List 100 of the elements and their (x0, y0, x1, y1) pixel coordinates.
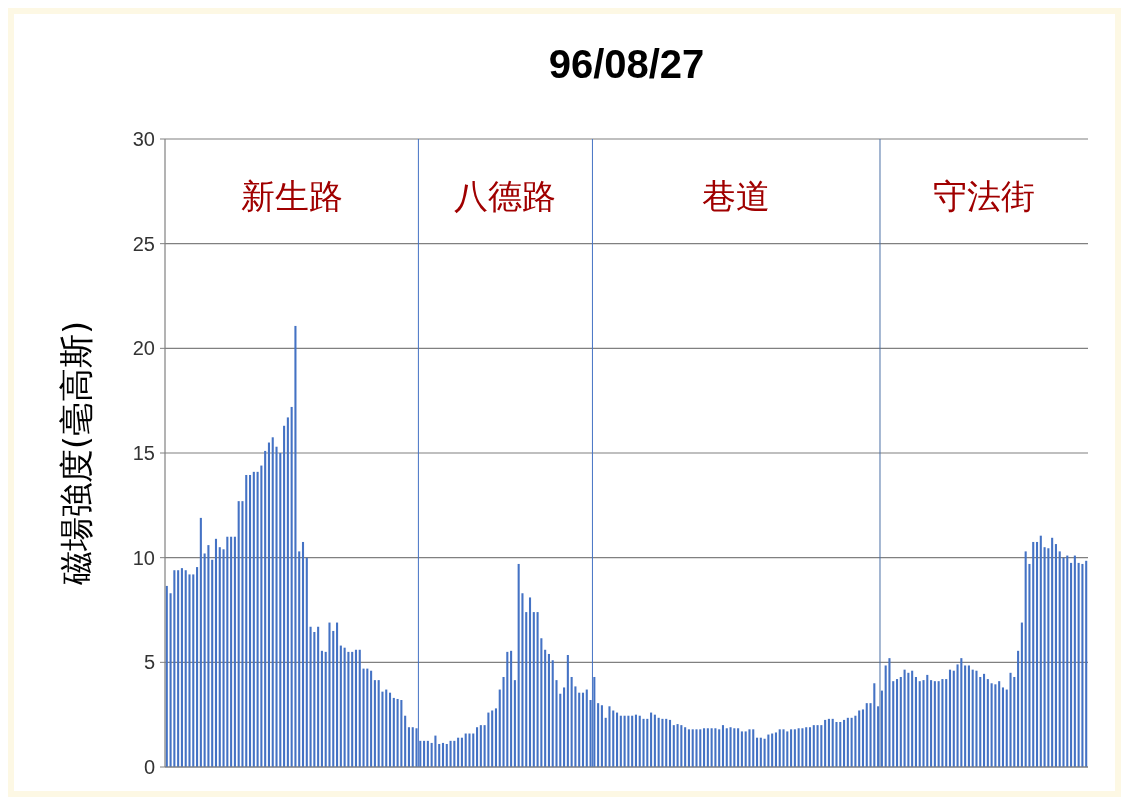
bar (385, 689, 388, 767)
bar (476, 727, 479, 767)
bar (695, 729, 698, 767)
bar (926, 674, 929, 767)
bar (808, 727, 812, 767)
bar (657, 717, 660, 767)
bar (301, 541, 305, 767)
bar (449, 740, 452, 767)
bar (400, 700, 403, 767)
bar (714, 728, 717, 767)
bar (196, 567, 199, 767)
bar (237, 501, 240, 767)
bar (986, 679, 989, 767)
bar (1032, 541, 1035, 767)
bar (858, 710, 861, 767)
bar (1039, 535, 1042, 767)
bar (438, 743, 441, 767)
bar (407, 727, 410, 767)
bar (536, 612, 539, 767)
bar (990, 683, 993, 767)
bar (180, 568, 183, 767)
bar (964, 665, 967, 767)
bar (653, 714, 656, 767)
bar (468, 733, 471, 767)
bar (721, 725, 725, 767)
bar (774, 732, 777, 767)
bar (839, 721, 842, 767)
bar (388, 692, 392, 767)
bar (351, 651, 354, 767)
bar (824, 719, 827, 767)
bar (1051, 537, 1054, 767)
bar (233, 536, 236, 767)
bar (347, 651, 350, 767)
bar (177, 570, 180, 767)
bar (1020, 622, 1023, 767)
bar (843, 719, 846, 767)
bar (945, 679, 948, 767)
y-tick-label: 30 (132, 128, 155, 150)
bar (566, 655, 569, 767)
y-tick-label: 20 (132, 337, 155, 360)
bar (358, 649, 361, 767)
bar (699, 729, 702, 767)
bar (899, 676, 902, 767)
bar (551, 660, 554, 767)
bar (581, 692, 585, 767)
bar (930, 680, 933, 767)
bar (665, 718, 668, 767)
chart-title: 96/08/27 (548, 42, 705, 86)
bar (778, 729, 781, 767)
bar (294, 325, 297, 767)
bar (812, 725, 815, 767)
bar (426, 740, 429, 767)
bar (260, 465, 263, 767)
bar (790, 729, 793, 767)
bar (423, 740, 426, 767)
y-tick-label: 15 (132, 442, 155, 464)
bar (892, 681, 895, 767)
bar (937, 681, 940, 767)
bar (1047, 548, 1050, 767)
bar (627, 715, 630, 767)
bar (218, 547, 221, 767)
y-tick-label: 10 (132, 546, 155, 569)
bar (517, 563, 520, 767)
bar (846, 717, 849, 767)
bar (464, 733, 467, 767)
bar (755, 737, 759, 767)
bar (494, 708, 498, 767)
bar (491, 710, 494, 767)
bar (668, 719, 672, 767)
bar (638, 715, 641, 767)
bar (506, 651, 509, 767)
bar (865, 703, 868, 767)
bar (328, 622, 331, 767)
bar (998, 681, 1001, 767)
bar (211, 559, 214, 767)
bar (597, 703, 600, 767)
bar (729, 727, 732, 767)
bar (313, 631, 316, 767)
bar (733, 728, 736, 767)
bar (710, 728, 713, 767)
bar (759, 737, 762, 767)
bar (725, 728, 728, 767)
bar (608, 706, 611, 767)
bar (544, 649, 547, 767)
bar (1035, 541, 1039, 767)
bar (184, 570, 187, 767)
bar (861, 709, 865, 767)
bar (445, 743, 448, 767)
bar (264, 450, 267, 767)
bar (763, 738, 766, 767)
bar (941, 679, 944, 767)
bar (967, 665, 970, 767)
bar (547, 653, 550, 767)
bar (684, 727, 687, 767)
bar (827, 718, 830, 767)
bar (563, 687, 566, 767)
bar (339, 645, 342, 767)
bar (650, 712, 653, 767)
bar (646, 718, 649, 767)
bar (252, 471, 255, 767)
